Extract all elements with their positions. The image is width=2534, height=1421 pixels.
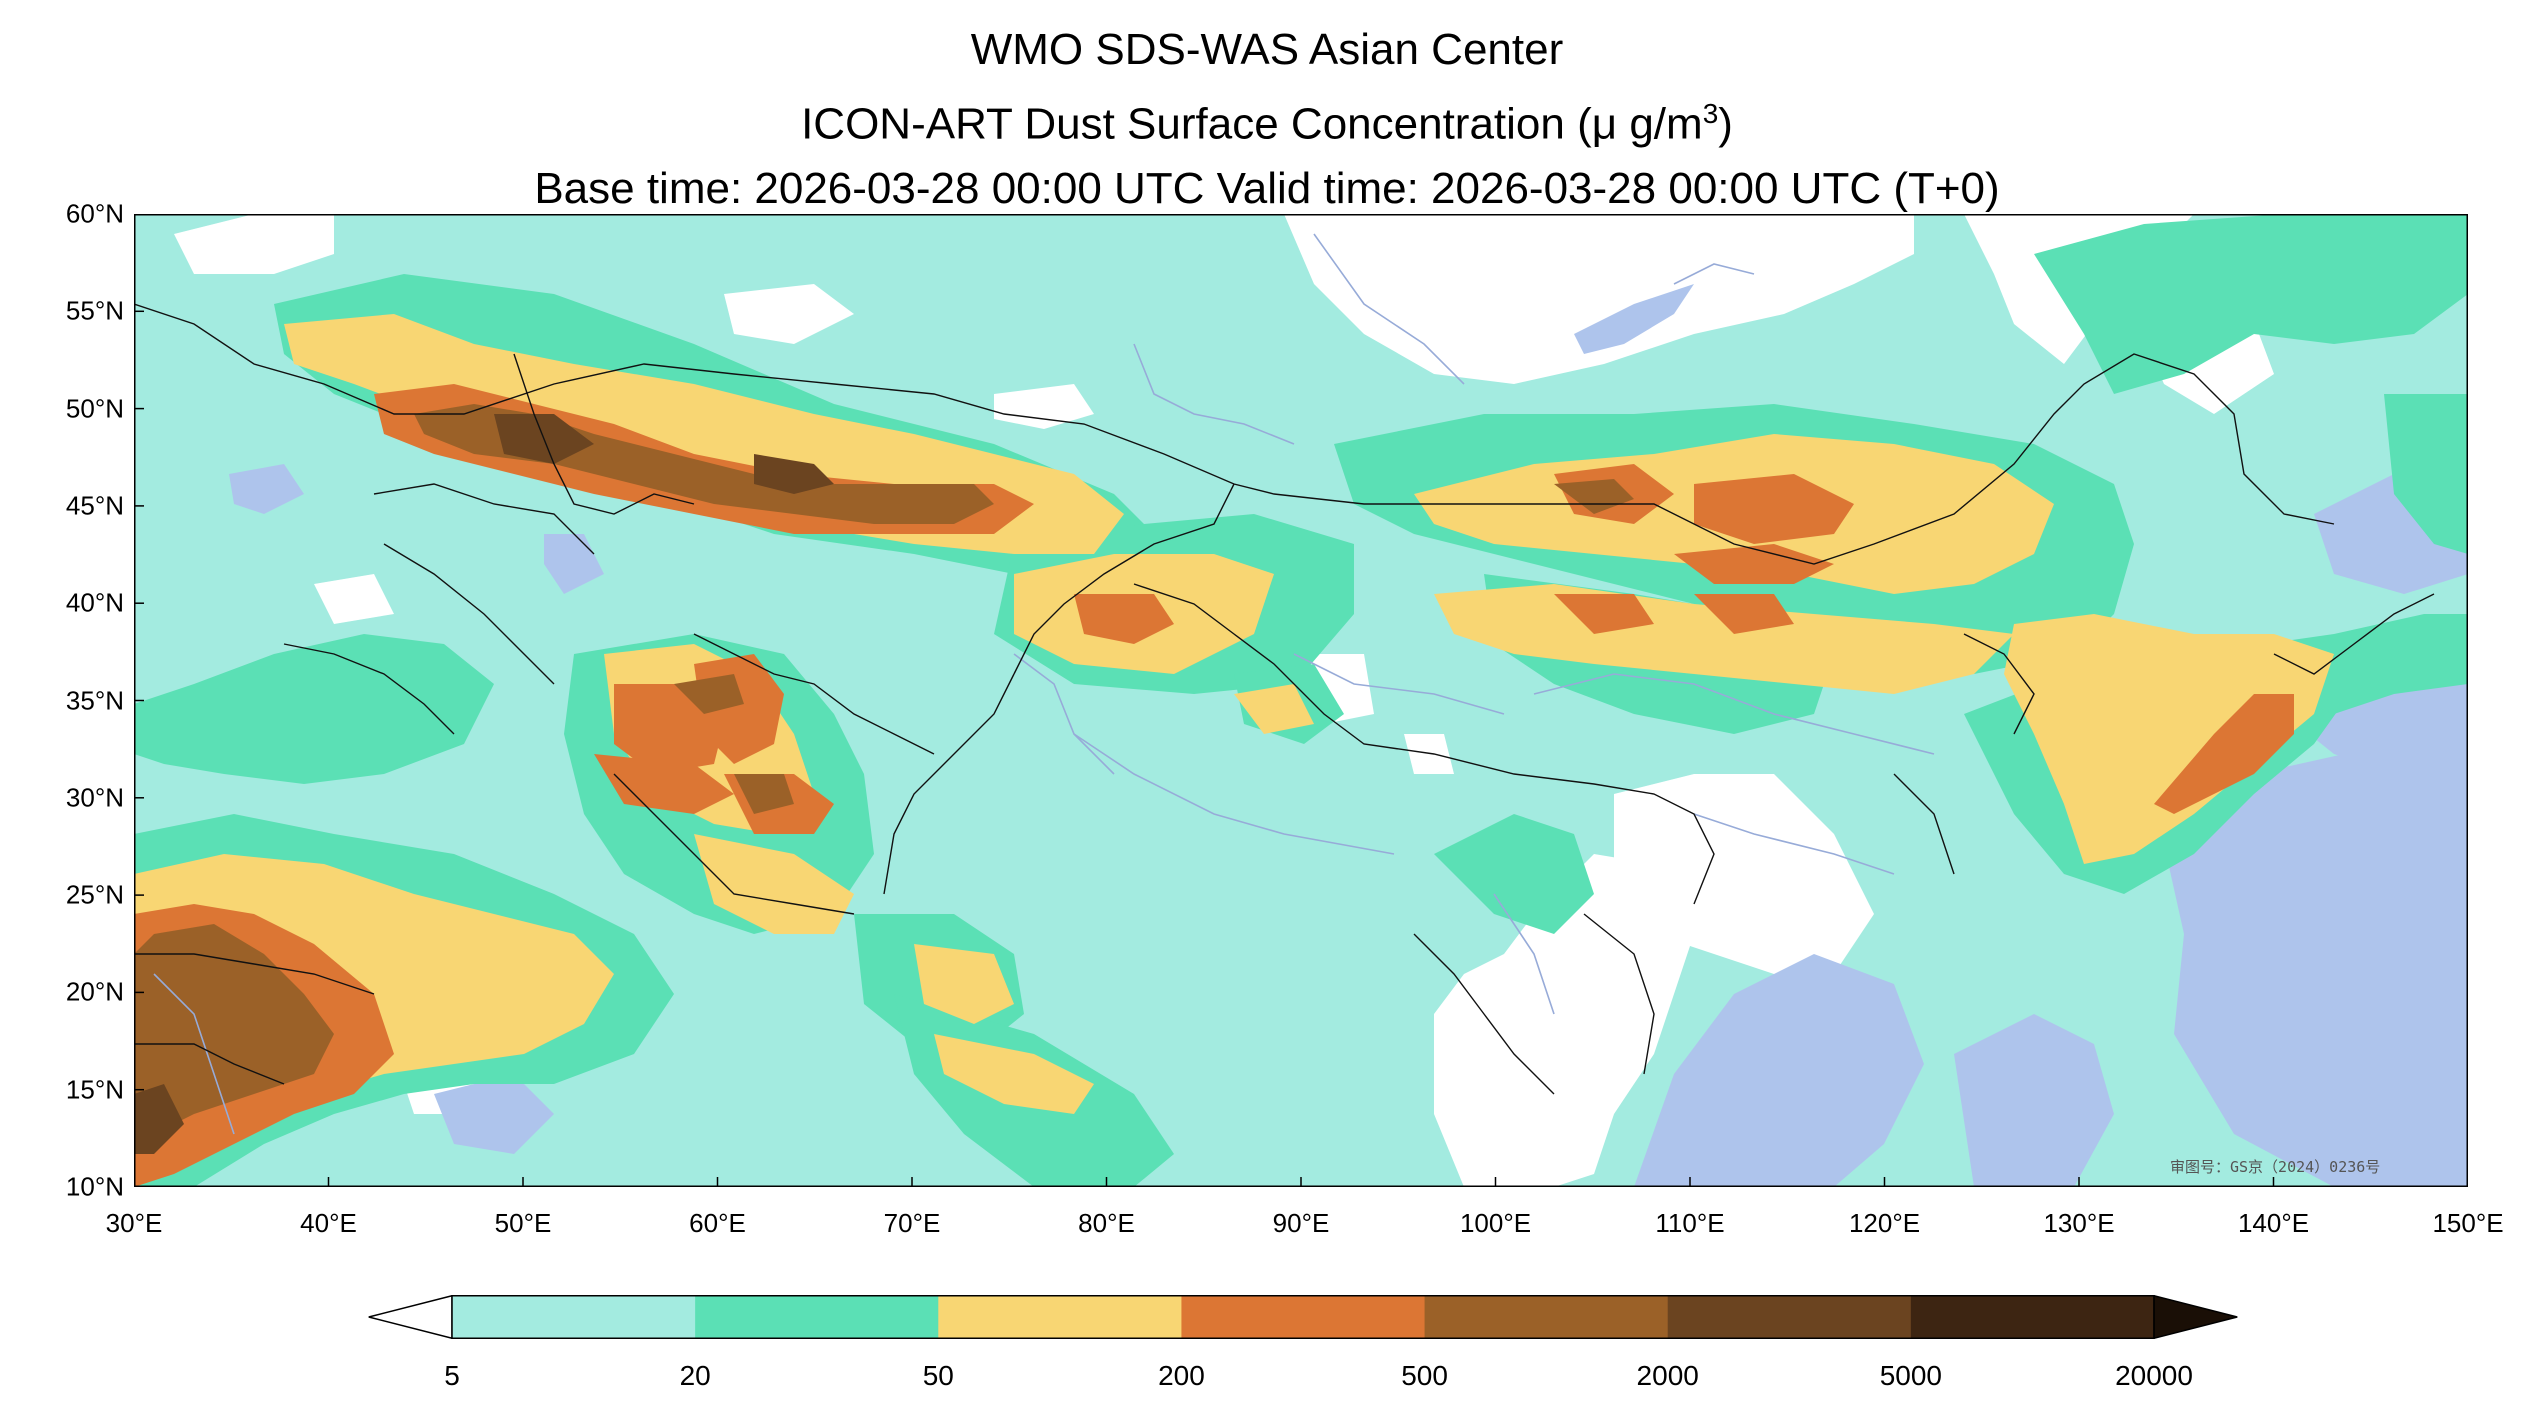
colorbar-bin xyxy=(1181,1295,1426,1339)
title-line-3: Base time: 2026-03-28 00:00 UTC Valid ti… xyxy=(534,163,2000,213)
lat-tick-label: 50°N xyxy=(65,393,124,424)
colorbar-over-extension xyxy=(2153,1295,2238,1339)
title-product-suffix: ) xyxy=(1718,99,1733,149)
lat-tick-label: 15°N xyxy=(65,1074,124,1105)
lon-tick-label: 130°E xyxy=(2043,1208,2115,1238)
lon-tick-label: 80°E xyxy=(1078,1208,1135,1238)
colorbar xyxy=(368,1295,2238,1339)
colorbar-bin xyxy=(1424,1295,1669,1339)
colorbar-bin xyxy=(1910,1295,2155,1339)
lat-tick-label: 25°N xyxy=(65,879,124,910)
colorbar-tick-label: 200 xyxy=(1158,1360,1205,1391)
lat-tick-label: 55°N xyxy=(65,295,124,326)
title-product-prefix: ICON-ART Dust Surface Concentration ( xyxy=(801,99,1592,149)
map-frame[interactable] xyxy=(134,214,2468,1187)
lon-tick-label: 90°E xyxy=(1272,1208,1330,1238)
lon-tick-label: 120°E xyxy=(1848,1208,1921,1238)
colorbar-tick-label: 5 xyxy=(444,1360,460,1391)
title-unit-exponent: 3 xyxy=(1702,98,1719,129)
title-unit: μ g/m xyxy=(1591,99,1703,149)
map-approval-watermark: 审图号：GS京（2024）0236号 xyxy=(2170,1158,2381,1176)
sea-areas xyxy=(229,284,2468,1187)
colorbar-bin xyxy=(1667,1295,1912,1339)
colorbar-tick-label: 20000 xyxy=(2115,1360,2193,1391)
lat-tick-label: 45°N xyxy=(65,490,124,521)
title-line-2: ICON-ART Dust Surface Concentration (μ g… xyxy=(0,82,2534,157)
colorbar-tick-label: 5000 xyxy=(1879,1360,1942,1391)
lat-tick-label: 60°N xyxy=(65,198,124,229)
rivers xyxy=(153,233,1935,1135)
lat-tick-label: 35°N xyxy=(65,685,124,715)
lat-tick-label: 20°N xyxy=(65,976,124,1007)
lon-tick-label: 110°E xyxy=(1655,1208,1725,1238)
dust-concentration-map[interactable] xyxy=(134,214,2468,1187)
map-title: WMO SDS-WAS Asian Center ICON-ART Dust S… xyxy=(0,18,2534,221)
axis-ticks xyxy=(134,214,2468,1187)
colorbar-tick-label: 20 xyxy=(679,1360,711,1391)
colorbar-frame xyxy=(451,1295,2155,1339)
colorbar-tick-label: 500 xyxy=(1401,1360,1448,1391)
contour-2000-5000 xyxy=(134,414,834,1154)
lat-tick-label: 10°N xyxy=(65,1171,124,1202)
country-borders xyxy=(134,303,2435,1095)
lon-tick-label: 30°E xyxy=(105,1208,163,1238)
colorbar-tick-label: 2000 xyxy=(1636,1360,1699,1391)
colorbar-tick-label: 50 xyxy=(922,1360,954,1391)
lat-tick-label: 30°N xyxy=(65,782,124,813)
colorbar-bin xyxy=(695,1295,939,1339)
lon-tick-label: 140°E xyxy=(2237,1208,2310,1238)
lon-tick-label: 50°E xyxy=(494,1208,552,1238)
colorbar-under-extension xyxy=(368,1295,453,1339)
lat-tick-label: 40°N xyxy=(65,587,124,618)
lon-tick-label: 100°E xyxy=(1459,1208,1532,1238)
lon-tick-label: 60°E xyxy=(689,1208,746,1238)
lon-tick-label: 40°E xyxy=(300,1208,357,1238)
colorbar-bin xyxy=(938,1295,1182,1339)
colorbar-bin xyxy=(452,1295,696,1339)
lon-tick-label: 70°E xyxy=(883,1208,941,1238)
lon-tick-label: 150°E xyxy=(2432,1208,2504,1238)
title-line-1: WMO SDS-WAS Asian Center xyxy=(970,25,1564,74)
